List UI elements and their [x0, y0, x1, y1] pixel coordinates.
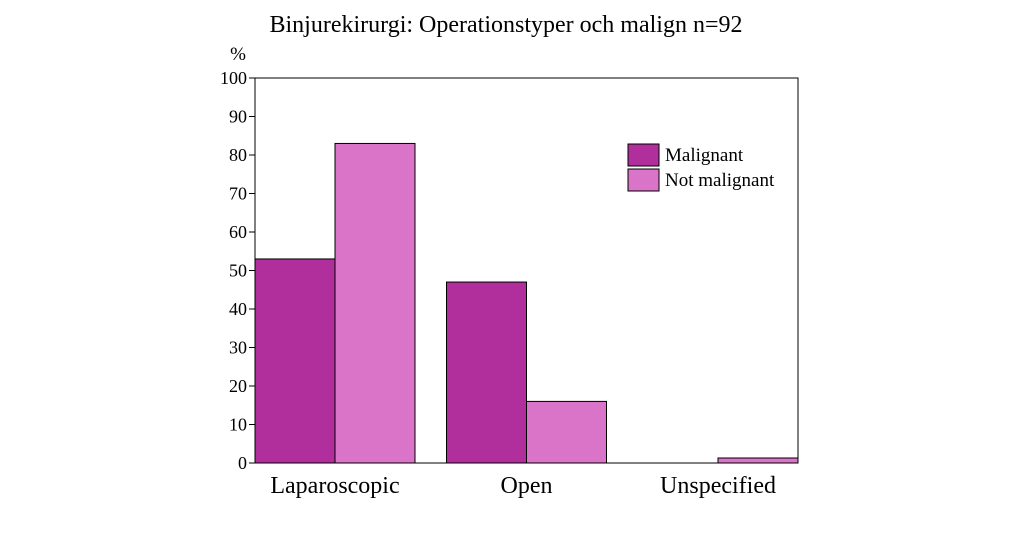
legend-label: Not malignant	[665, 170, 775, 191]
x-tick-label: Laparoscopic	[270, 473, 399, 499]
legend-swatch	[627, 168, 660, 192]
bar-open-not-malignant	[526, 400, 607, 464]
y-tick-label: 70	[229, 184, 247, 204]
y-tick-label: 40	[229, 299, 247, 319]
bar-laparoscopic-not-malignant	[334, 142, 416, 464]
chart-title: Binjurekirurgi: Operationstyper och mali…	[269, 12, 742, 38]
bar-laparoscopic-malignant	[254, 258, 336, 464]
bar-open-malignant	[446, 281, 527, 464]
legend-swatch	[627, 143, 660, 167]
y-tick-label: 20	[229, 376, 247, 396]
y-tick-label: 80	[229, 145, 247, 165]
x-axis-labels: Laparoscopic Open Unspecified	[270, 473, 776, 499]
x-tick-label: Open	[501, 473, 553, 499]
y-axis-ticks: 0 10 20 30 40 50 60 70 80 90 100	[220, 68, 255, 473]
y-axis-unit-label: %	[230, 44, 246, 65]
legend: Malignant Not malignant	[627, 143, 775, 192]
x-tick-label: Unspecified	[660, 473, 776, 499]
bar-unspecified-not-malignant	[717, 457, 799, 464]
y-tick-label: 90	[229, 107, 247, 127]
legend-label: Malignant	[665, 145, 744, 166]
y-tick-label: 60	[229, 222, 247, 242]
y-tick-label: 0	[238, 453, 247, 473]
y-tick-label: 10	[229, 415, 247, 435]
y-tick-label: 30	[229, 338, 247, 358]
y-tick-label: 100	[220, 68, 247, 88]
y-tick-label: 50	[229, 261, 247, 281]
plot-area-frame	[254, 77, 799, 464]
bars-group	[254, 142, 799, 464]
